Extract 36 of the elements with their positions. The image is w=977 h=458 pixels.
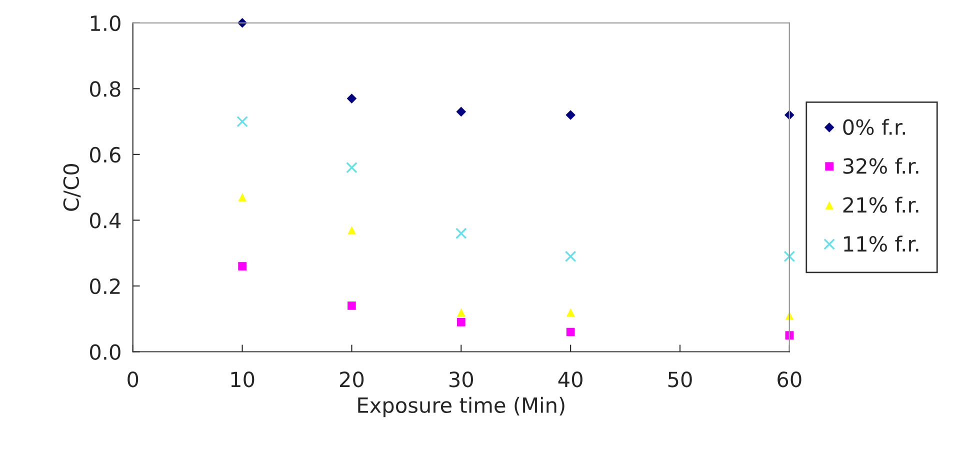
x-tick-label: 20 (340, 372, 364, 388)
x-tick-label: 30 (449, 372, 474, 388)
x-tick-label: 40 (558, 372, 582, 388)
y-axis-title: C/C0 (63, 164, 81, 211)
point (456, 318, 466, 326)
point (348, 302, 356, 310)
point (566, 110, 576, 120)
point (455, 228, 467, 240)
x-tick-label: 50 (668, 372, 692, 388)
y-tick-label: 0.8 (90, 81, 120, 97)
point (236, 116, 248, 128)
legend-label: 21% f.r. (843, 196, 918, 213)
y-tick-label: 1.0 (90, 15, 120, 32)
point (346, 162, 358, 174)
point (566, 328, 575, 336)
y-tick-label: 0.0 (90, 344, 120, 360)
point (238, 193, 246, 202)
x-axis-title: Exposure time (Min) (358, 396, 564, 418)
point (456, 106, 466, 117)
point (456, 308, 466, 316)
legend-label: 0% f.r. (843, 118, 905, 135)
y-tick-label: 0.2 (90, 278, 120, 294)
x-tick-label: 0 (128, 372, 138, 388)
legend-label: 32% f.r. (843, 158, 918, 174)
legend-label: 11% f.r. (844, 236, 918, 252)
point (784, 250, 796, 262)
y-tick-label: 0.4 (90, 212, 121, 228)
x-tick-label: 60 (778, 372, 802, 388)
point (566, 308, 575, 316)
point (785, 331, 794, 340)
x-tick-label: 10 (231, 372, 254, 388)
point (238, 262, 246, 270)
point (564, 250, 576, 262)
point (348, 226, 356, 234)
point (346, 94, 357, 104)
y-tick-label: 0.6 (90, 146, 120, 163)
